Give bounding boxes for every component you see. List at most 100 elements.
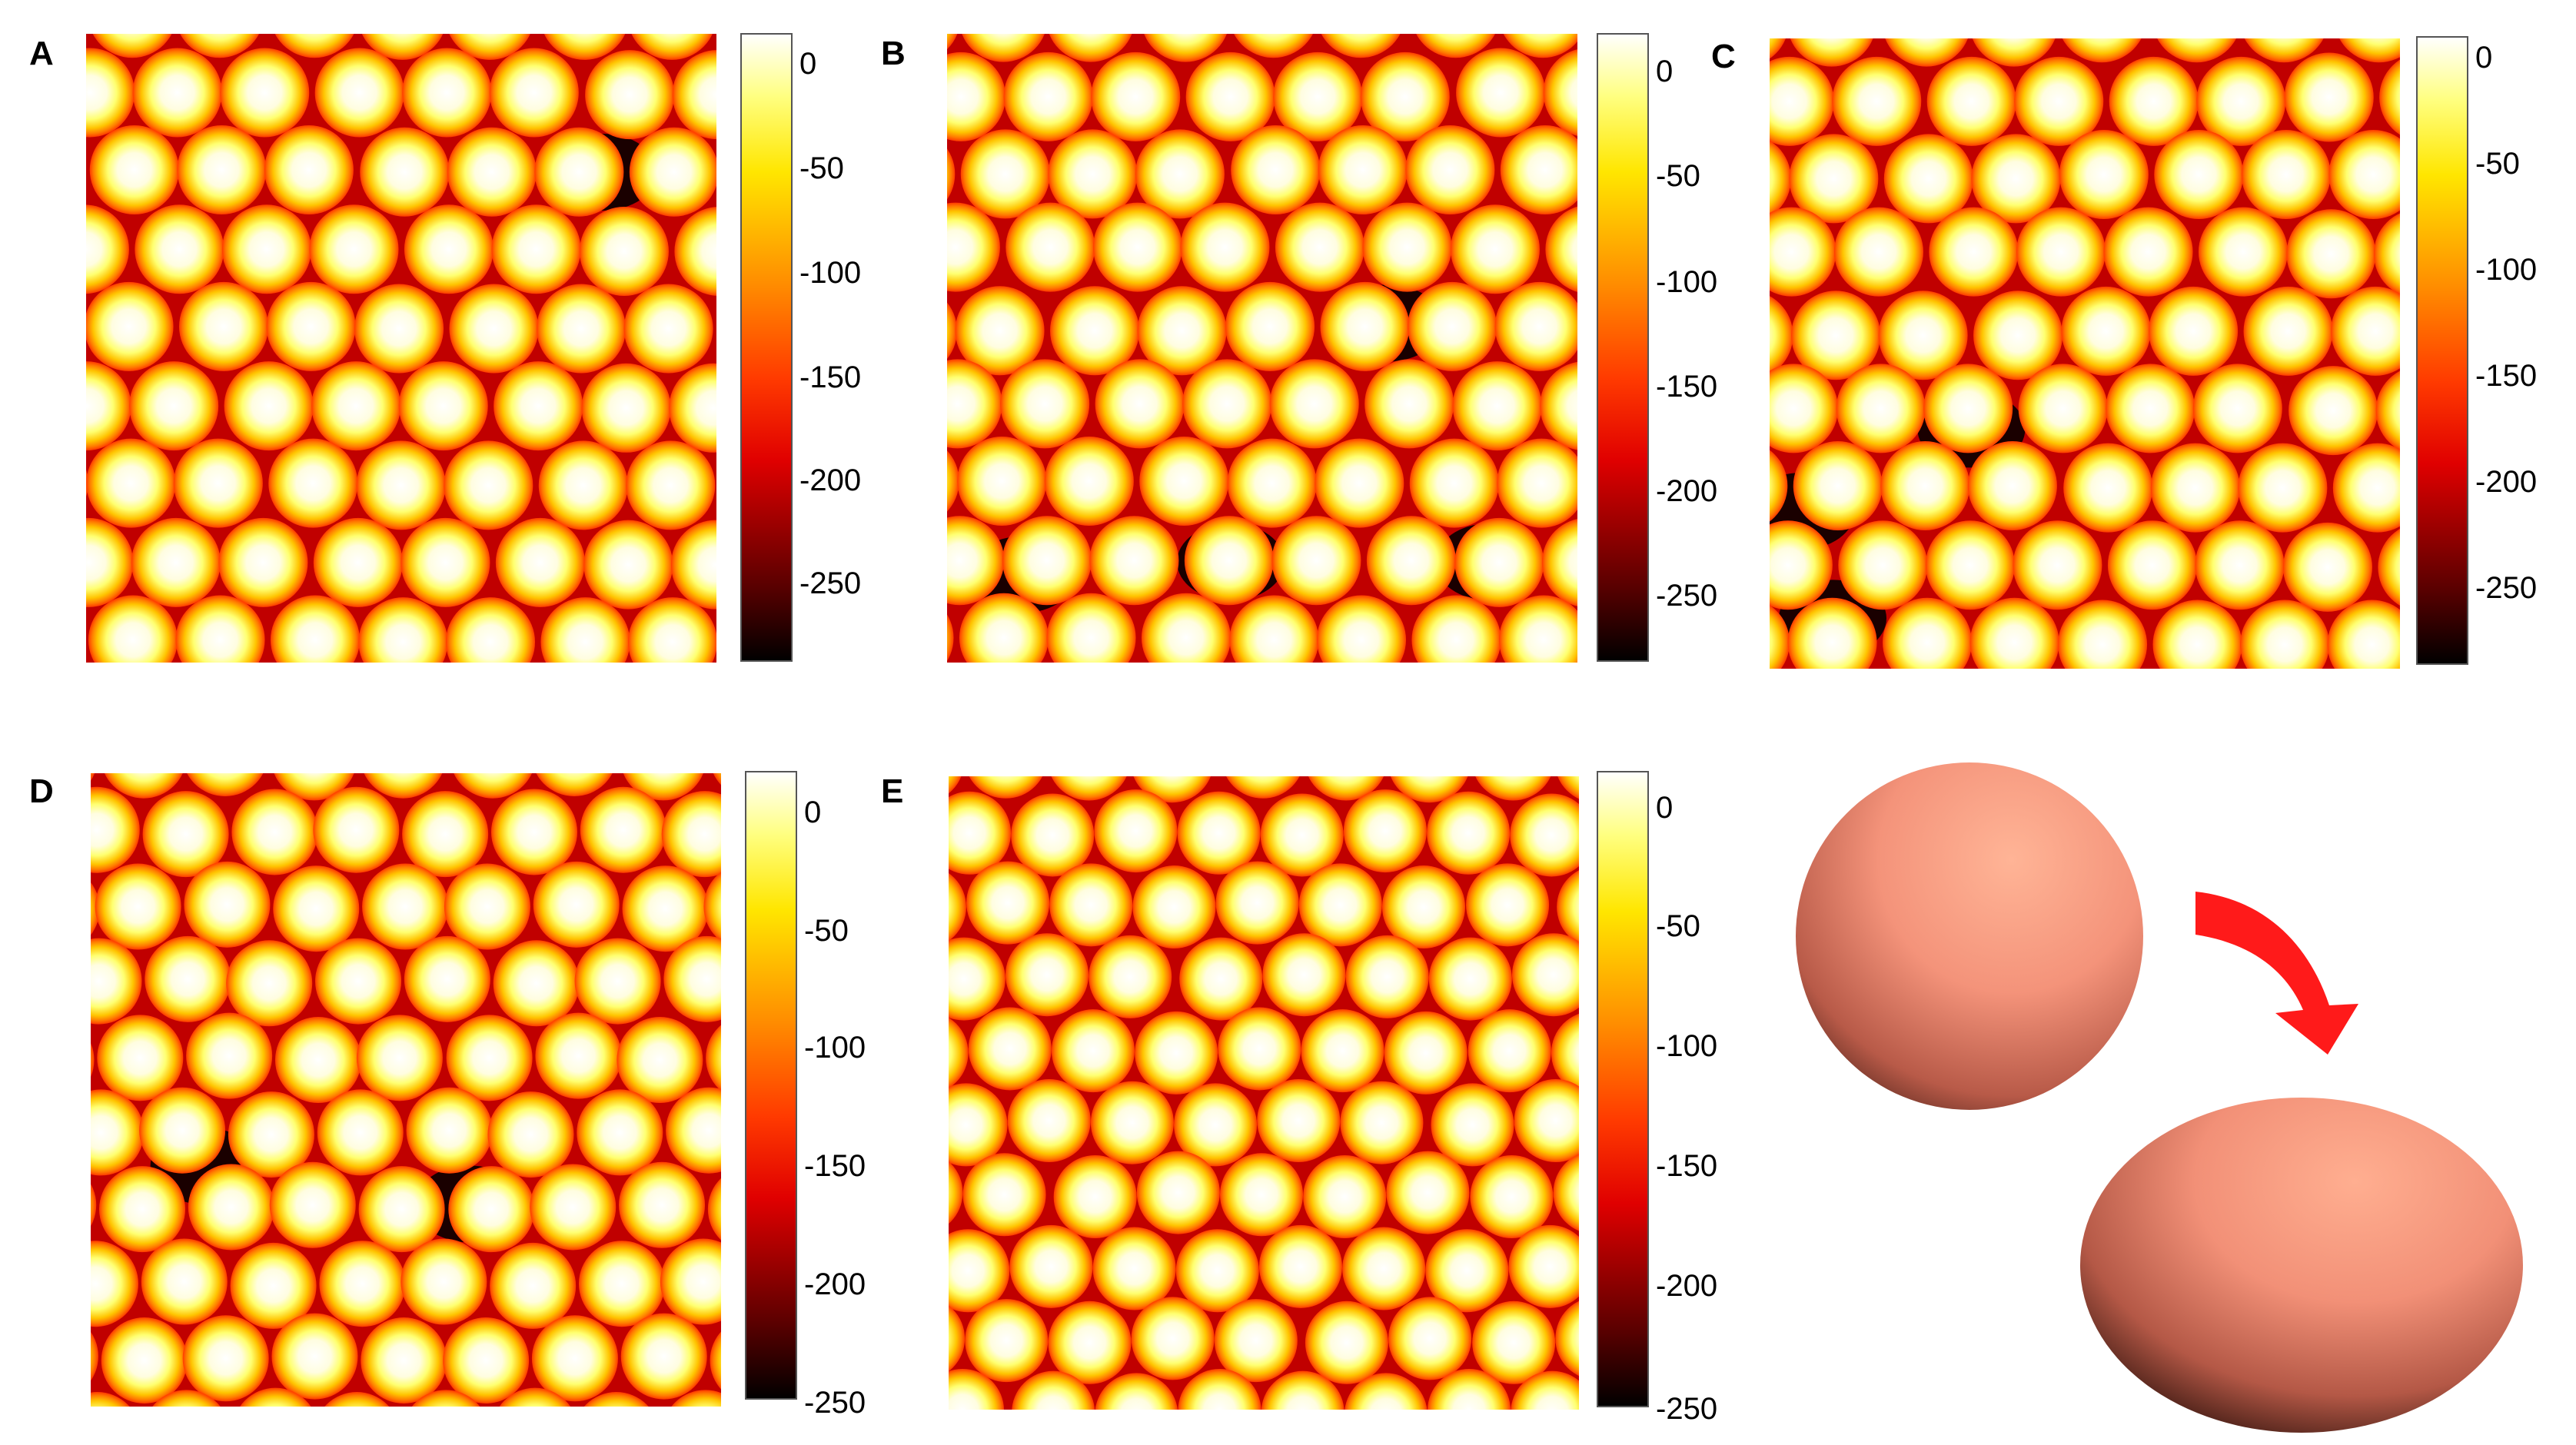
particle [580,786,666,873]
particle [949,1229,1010,1313]
particle [1880,440,1970,530]
particle [443,1317,530,1403]
particle [1092,1227,1176,1310]
particle [2327,600,2400,669]
particle [631,34,713,60]
panel-label: E [881,772,903,810]
particle [962,34,1045,62]
particle [1405,125,1495,215]
particle [91,882,100,935]
particle [1177,791,1261,875]
particle [949,791,1012,875]
particle [129,361,219,451]
particle [960,129,1050,219]
particle [955,286,1045,376]
particle [1261,1370,1345,1410]
particle [2284,52,2374,142]
particle [91,1331,98,1381]
ellipsoid-particle [2080,1098,2523,1433]
particle [273,865,360,952]
particle [1046,593,1136,663]
particle [2063,443,2153,533]
particle [969,776,1043,799]
particle [2332,443,2400,533]
particle [1231,125,1321,215]
particle [1318,125,1408,215]
particle [358,1166,445,1253]
heatmap-c [1770,38,2400,669]
particle [965,1299,1049,1383]
particle [1053,1154,1137,1238]
particle [270,595,360,663]
particle [404,204,494,294]
particle [490,1242,577,1329]
colorbar-tick: -50 [804,914,849,948]
particle [2103,207,2193,297]
particle [92,34,172,58]
particle [1553,1154,1579,1231]
particle [135,204,224,294]
particle [671,1390,721,1407]
colorbar-tick: -200 [1656,474,1717,508]
particle [184,861,271,948]
particle [1301,1009,1384,1093]
particle [1275,202,1364,292]
particle [361,34,444,60]
colorbar-tick: 0 [799,47,816,81]
particle [1512,933,1579,1017]
particle [703,872,721,942]
colorbar-tick: -150 [799,360,861,394]
particle [1137,286,1227,376]
particle [1557,870,1579,944]
transform-arrow-icon [2195,892,2358,1055]
particle [2198,207,2288,297]
heatmap-e [949,776,1579,1410]
particle [666,1087,721,1174]
particle [949,776,962,794]
particle [1362,202,1452,292]
particle [2328,130,2400,220]
particle [966,861,1050,945]
particle [1002,516,1092,606]
particle [139,1087,226,1174]
colorbar-tick: 0 [2475,41,2492,75]
colorbar-d: 0 -50 -100 -150 -200 -250 [745,771,866,1420]
particle [446,597,535,663]
colorbar-tick: -200 [799,463,861,497]
particle [2014,56,2104,146]
particle [188,1164,274,1251]
particle [1269,359,1359,449]
particle [91,773,95,781]
particle [2107,520,2197,610]
particle [1973,291,2063,380]
particle [583,1392,649,1407]
particle [1345,1373,1428,1410]
particle [493,940,580,1027]
particle [86,470,88,497]
particle [660,1238,721,1325]
particle [319,1241,406,1327]
colorbar-tick: -100 [799,256,861,290]
colorbar-gradient [745,771,797,1400]
particle [1321,34,1401,58]
particle [663,935,721,1022]
particle [491,204,581,294]
colorbar-gradient [2416,36,2468,665]
particle [1174,1083,1258,1167]
particle [1308,776,1384,801]
particle [218,517,308,607]
particle [1770,38,1786,59]
particle [1790,38,1873,67]
particle [1499,595,1577,663]
particle [1883,134,1973,224]
particle [221,204,311,294]
particle [578,1241,665,1327]
particle [1094,789,1178,873]
particle [1007,1079,1091,1163]
particle [401,1238,487,1325]
particle [2157,38,2237,63]
panel-a: A 0 -50 -100 -150 -200 -250 [29,33,861,663]
particle [499,1387,571,1407]
particle [1384,1011,1467,1095]
particle [1386,1151,1470,1234]
